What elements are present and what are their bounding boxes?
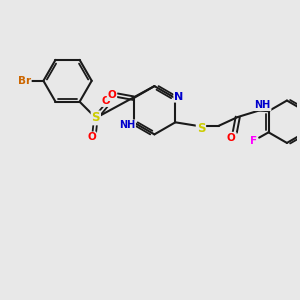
Text: O: O (87, 132, 96, 142)
Text: S: S (197, 122, 205, 135)
Text: Br: Br (18, 76, 31, 86)
Text: NH: NH (119, 120, 135, 130)
Text: NH: NH (254, 100, 271, 110)
Text: F: F (250, 136, 257, 146)
Text: O: O (108, 90, 116, 100)
Text: O: O (102, 96, 110, 106)
Text: O: O (227, 133, 236, 142)
Text: S: S (92, 111, 100, 124)
Text: N: N (174, 92, 184, 102)
